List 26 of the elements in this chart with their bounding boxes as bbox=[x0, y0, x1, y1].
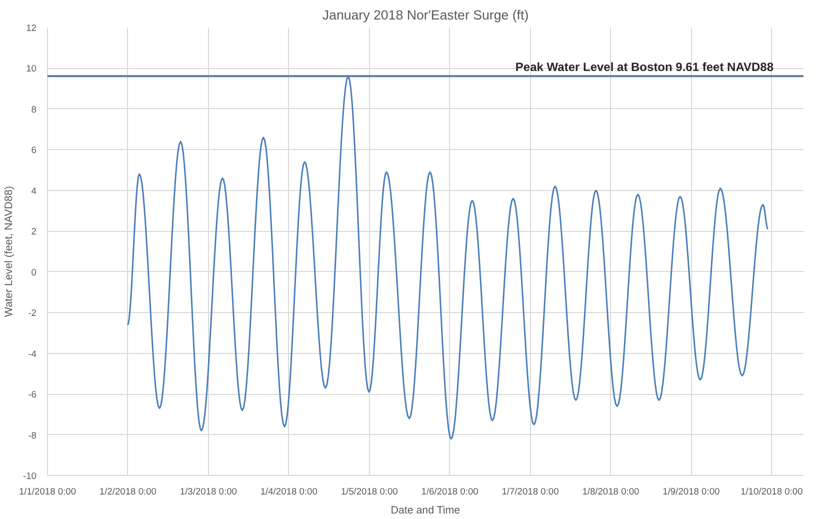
x-tick-label: 1/1/2018 0:00 bbox=[18, 486, 76, 496]
x-tick-label: 1/7/2018 0:00 bbox=[502, 486, 559, 496]
y-tick-label: 0 bbox=[31, 267, 37, 278]
ref-line-label: Peak Water Level at Boston 9.61 feet NAVD88 bbox=[515, 60, 774, 74]
y-tick-label: 4 bbox=[31, 186, 37, 196]
y-tick-label: -2 bbox=[28, 308, 37, 318]
chart-title: January 2018 Nor'Easter Surge (ft) bbox=[322, 8, 529, 22]
x-tick-label: 1/4/2018 0:00 bbox=[260, 486, 318, 496]
y-tick-label: 10 bbox=[26, 64, 37, 74]
x-tick-label: 1/10/2018 0:00 bbox=[740, 486, 803, 496]
x-tick-label: 1/5/2018 0:00 bbox=[340, 486, 398, 496]
y-tick-label: -10 bbox=[23, 471, 36, 481]
x-axis-title: Date and Time bbox=[390, 504, 460, 516]
x-tick-label: 1/3/2018 0:00 bbox=[180, 486, 237, 496]
y-tick-label: 8 bbox=[31, 104, 37, 114]
y-tick-label: 6 bbox=[31, 145, 37, 156]
x-tick-label: 1/9/2018 0:00 bbox=[662, 486, 720, 496]
y-tick-label: 2 bbox=[31, 226, 37, 237]
y-axis-title: Water Level (feet, NAVD88) bbox=[3, 186, 16, 317]
y-tick-label: -4 bbox=[28, 348, 37, 359]
x-tick-label: 1/6/2018 0:00 bbox=[421, 486, 478, 496]
x-tick-label: 1/8/2018 0:00 bbox=[582, 486, 640, 496]
y-tick-label: -6 bbox=[28, 390, 37, 400]
x-tick-label: 1/2/2018 0:00 bbox=[99, 486, 156, 496]
y-tick-label: 12 bbox=[26, 23, 37, 33]
y-tick-label: -8 bbox=[28, 430, 37, 440]
